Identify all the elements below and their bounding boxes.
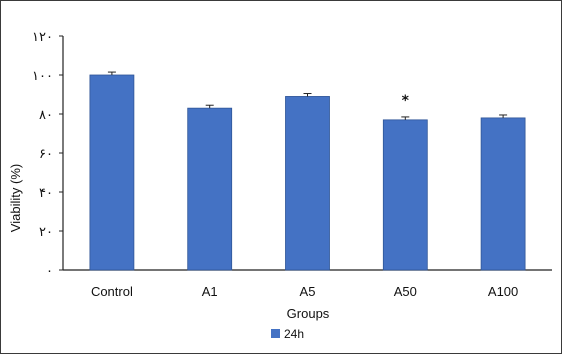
x-tick-label: A100 (488, 284, 518, 299)
y-tick-label: ۶٠ (39, 147, 53, 162)
y-tick-label: ٢٠ (39, 225, 53, 240)
bar-control (89, 74, 135, 271)
error-bar-control (107, 71, 116, 75)
bar-a100 (480, 117, 526, 271)
error-bar-a50 (401, 116, 410, 120)
x-tick-label: A50 (394, 284, 417, 299)
legend-label: 24h (284, 327, 304, 341)
bar-a50 (382, 119, 428, 271)
error-bar-a5 (303, 93, 312, 97)
x-tick-label: Control (91, 284, 133, 299)
y-axis-title: Viability (%) (8, 164, 23, 232)
y-tick-label: ۴٠ (39, 186, 53, 201)
legend: 24h (271, 327, 304, 341)
annotations: * (402, 93, 410, 109)
error-bar-a100 (499, 114, 508, 118)
bar-a1 (187, 107, 233, 271)
category-labels: Control A1 A5 A50 A100 (91, 284, 518, 299)
x-axis-title: Groups (287, 306, 330, 321)
x-tick-label: A1 (202, 284, 218, 299)
x-tick-label: A5 (300, 284, 316, 299)
y-tick-label: ١٢٠ (32, 30, 53, 45)
bar-a5 (285, 96, 330, 271)
error-bar-a1 (205, 104, 214, 109)
significance-marker: * (402, 93, 410, 109)
bars (89, 71, 526, 271)
y-axis: ٠ ٢٠ ۴٠ ۶٠ ٨٠ ١٠٠ ١٢٠ (32, 30, 64, 279)
y-tick-label: ٠ (46, 264, 53, 279)
y-tick-label: ١٠٠ (32, 69, 53, 84)
legend-swatch (271, 329, 280, 338)
y-tick-label: ٨٠ (39, 108, 53, 123)
